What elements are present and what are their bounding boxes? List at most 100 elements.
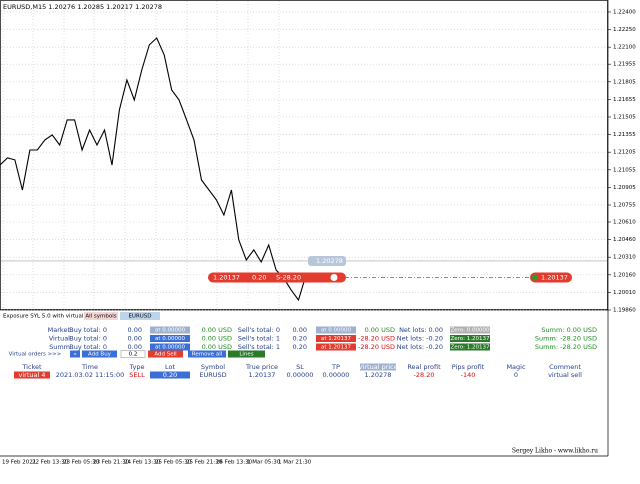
- price-box-text: at 0.00000: [321, 328, 352, 334]
- price-box: [316, 343, 356, 351]
- summary-cell: 0.00: [128, 326, 142, 334]
- price-tick-label: 1.20010: [613, 290, 636, 296]
- price-tick-label: 1.20905: [613, 185, 636, 191]
- time-label: 25 Feb 05:30: [155, 460, 192, 466]
- price-box-text: at 0.00000: [155, 345, 186, 351]
- table-cell: virtual sell: [548, 371, 582, 379]
- chart-frame: [0, 0, 608, 310]
- tab[interactable]: [120, 312, 160, 320]
- table-header: Pips profit: [452, 363, 485, 371]
- price-tick-label: 1.21655: [613, 97, 636, 103]
- price-tick-label: 1.21505: [613, 114, 636, 120]
- price-tick-label: 1.19860: [613, 308, 636, 314]
- summary-cell: 0.00 USD: [365, 326, 395, 334]
- summary-cell: 0.00: [293, 326, 307, 334]
- ticket-button[interactable]: [14, 371, 50, 379]
- price-box: [150, 335, 190, 342]
- table-header: Symbol: [201, 363, 225, 371]
- price-box: [150, 343, 190, 351]
- price-box-text: Zero: 1.20137: [450, 336, 490, 342]
- table-header: SL: [296, 363, 304, 371]
- price-tick-label: 1.20310: [613, 255, 636, 261]
- summary-cell: Sell's total: 0: [238, 326, 280, 334]
- button-label: 0.2: [129, 352, 138, 358]
- price-tick-label: 1.21355: [613, 132, 636, 138]
- price-box-text: at 1.20137: [321, 336, 352, 342]
- price-line: [0, 37, 307, 302]
- summary-cell: 0.00 USD: [202, 343, 232, 351]
- price-box: [450, 335, 490, 342]
- summary-cell: 0.00 USD: [202, 335, 232, 343]
- time-label: 19 Feb 2021: [2, 460, 36, 466]
- price-box-text: Zero: 0.00000: [450, 328, 490, 334]
- time-label: 25 Feb 21:30: [186, 460, 223, 466]
- summary-cell: -28.20 USD: [358, 343, 395, 351]
- summary-cell: -28.20 USD: [358, 335, 395, 343]
- price-box-text: at 0.00000: [155, 328, 186, 334]
- summary-cell: 0.00: [128, 335, 142, 343]
- summary-cell: Summ: 0.00 USD: [541, 326, 597, 334]
- table-cell: EURUSD: [199, 371, 226, 379]
- table-header: Virtual price: [358, 363, 397, 371]
- button[interactable]: [70, 350, 80, 358]
- summary-cell: Sell's total: 1: [238, 335, 280, 343]
- price-box: [450, 326, 490, 334]
- time-label: 22 Feb 13:30: [32, 460, 69, 466]
- current-price-label: [308, 255, 346, 266]
- right-order-label[interactable]: [530, 272, 572, 283]
- controls-label: Virtual orders >>>: [9, 352, 62, 358]
- summary-cell: 0.20: [293, 343, 307, 351]
- price-box-text: Zero: 1.20137: [450, 345, 490, 351]
- price-tick-label: 1.20755: [613, 202, 636, 208]
- summary-cell: Net lots: -0.20: [397, 335, 443, 343]
- table-cell: 1.20137: [249, 371, 276, 379]
- header-box: [360, 363, 396, 371]
- right-order-dot: [532, 274, 538, 281]
- table-cell: SELL: [129, 371, 145, 379]
- price-tick-label: 1.20160: [613, 272, 636, 278]
- tab-label: Exposure SYL 5.0 with virtual orders: [3, 314, 103, 320]
- table-cell: 0.00000: [323, 371, 350, 379]
- table-cell: 0.00000: [287, 371, 314, 379]
- table-cell: -28.20: [414, 371, 435, 379]
- table-cell: 2021.03.02 11:15:00: [56, 371, 124, 379]
- summary-cell: Summ: -28.20 USD: [535, 335, 597, 343]
- table-header: True price: [245, 363, 278, 371]
- summary-cell: Sell's total: 1: [238, 343, 280, 351]
- price-tick-label: 1.21205: [613, 150, 636, 156]
- lot-input[interactable]: [120, 350, 146, 358]
- price-tick-label: 1.21955: [613, 62, 636, 68]
- panel-bg: [0, 310, 608, 456]
- summary-cell: Summ: [49, 343, 70, 351]
- price-tick-label: 1.20460: [613, 237, 636, 243]
- tab-label: All symbols: [85, 314, 116, 320]
- price-tick-label: 1.22400: [613, 9, 636, 15]
- price-tick-label: 1.21805: [613, 79, 636, 85]
- table-header: Magic: [506, 363, 526, 371]
- time-label: 1 Mar 05:30: [247, 460, 281, 466]
- current-price-text: 1.20278: [316, 257, 343, 265]
- price-tick-label: 1.22250: [613, 27, 636, 33]
- button[interactable]: [148, 350, 183, 358]
- order-price: 1.20137: [213, 273, 240, 281]
- price-box: [316, 335, 356, 342]
- price-box: [316, 326, 356, 334]
- summary-cell: 0.20: [293, 335, 307, 343]
- table-header: Type: [129, 363, 145, 371]
- order-pill[interactable]: [208, 272, 346, 283]
- button[interactable]: [188, 350, 226, 358]
- button[interactable]: [82, 350, 117, 358]
- summary-cell: Net lots: -0.20: [397, 343, 443, 351]
- order-close[interactable]: [330, 273, 338, 281]
- footer: Sergey Likho - www.likho.ru: [512, 448, 598, 455]
- right-order-text: 1.20137: [541, 273, 568, 281]
- button-label: Remove all: [192, 352, 223, 358]
- button[interactable]: [228, 350, 265, 358]
- summary-cell: Buy total: 0: [69, 343, 107, 351]
- summary-cell: 0.00: [128, 343, 142, 351]
- table-header: Real profit: [407, 363, 441, 371]
- time-label: 26 Feb 13:30: [216, 460, 253, 466]
- tab[interactable]: [84, 312, 118, 320]
- price-tick-label: 1.20610: [613, 219, 636, 225]
